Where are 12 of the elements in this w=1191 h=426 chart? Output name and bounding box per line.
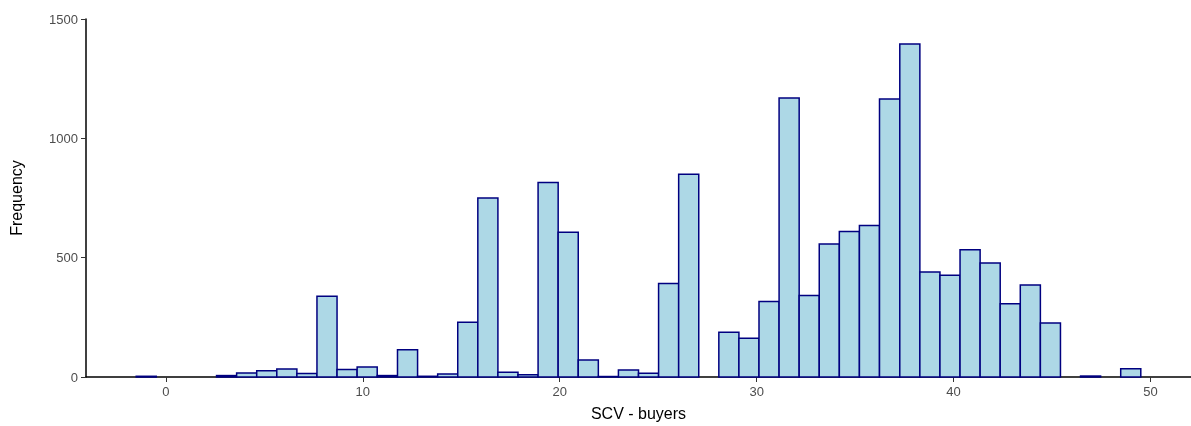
y-tick-label: 1500 — [49, 11, 78, 27]
y-tick-label: 0 — [70, 369, 78, 385]
x-tick-label: 0 — [162, 384, 170, 399]
y-tick-label: 500 — [56, 250, 78, 266]
x-tick-label: 20 — [552, 384, 567, 399]
x-tick-label: 10 — [355, 384, 371, 399]
y-axis-title: Frequency — [7, 160, 25, 236]
x-tick-label: 30 — [749, 384, 764, 399]
x-tick-label: 50 — [1143, 384, 1158, 399]
x-tick-label: 40 — [946, 384, 961, 399]
x-axis-title: SCV - buyers — [590, 404, 687, 422]
y-tick-label: 1000 — [49, 130, 78, 146]
